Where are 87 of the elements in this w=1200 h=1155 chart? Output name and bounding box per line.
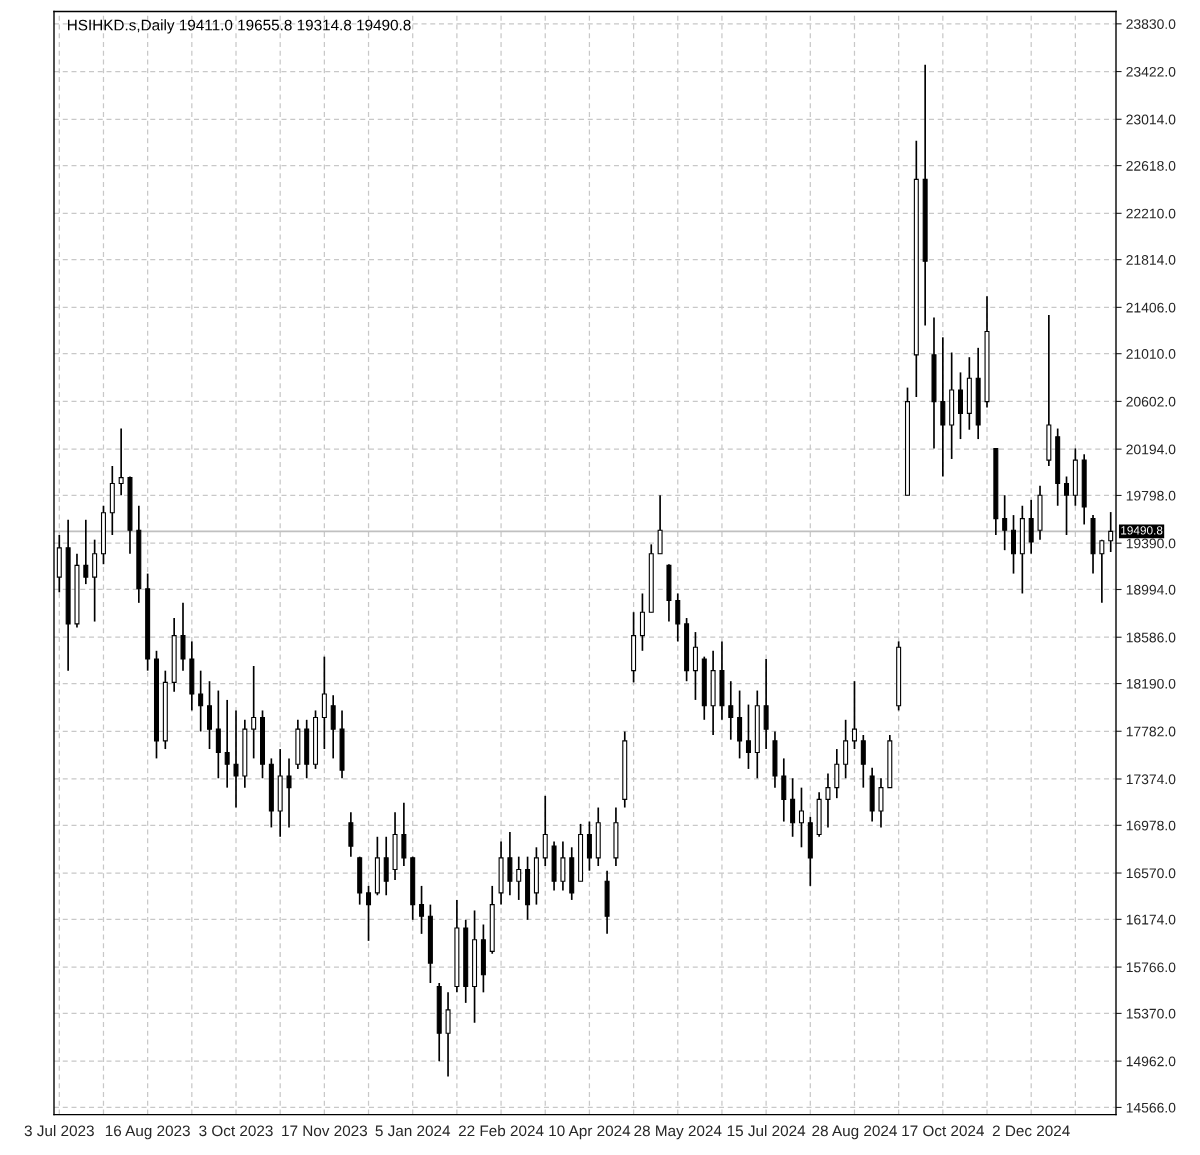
candlestick <box>745 703 751 770</box>
candlestick <box>507 831 513 897</box>
candlestick <box>83 518 89 585</box>
candlestick <box>781 757 787 823</box>
candlestick <box>118 427 124 497</box>
y-tick-label: 20194.0 <box>1126 444 1176 455</box>
candlestick <box>692 631 698 701</box>
candlestick <box>419 885 425 935</box>
y-tick-label: 20602.0 <box>1126 396 1176 407</box>
candlestick <box>843 718 849 780</box>
candlestick <box>560 840 566 892</box>
y-tick-label: 19798.0 <box>1126 490 1176 501</box>
candlestick <box>383 835 389 897</box>
y-tick-label: 16174.0 <box>1126 914 1176 925</box>
candlestick <box>639 592 645 652</box>
y-tick-label: 23014.0 <box>1126 114 1176 125</box>
candlestick <box>251 665 257 760</box>
x-tick-label: 22 Feb 2024 <box>458 1124 544 1137</box>
candlestick <box>1064 475 1070 536</box>
candlestick <box>180 601 186 672</box>
candlestick <box>286 757 292 829</box>
y-tick-label: 16570.0 <box>1126 868 1176 879</box>
candlestick <box>401 802 407 867</box>
candlestick <box>737 689 743 760</box>
candlestick <box>851 680 857 750</box>
x-tick-label: 10 Apr 2024 <box>549 1125 631 1140</box>
x-tick-label: 2 Dec 2024 <box>992 1125 1070 1137</box>
candlestick <box>860 734 866 789</box>
candlestick <box>834 748 840 800</box>
y-tick-label: 23830.0 <box>1126 19 1176 29</box>
candlestick <box>233 709 239 809</box>
candlestick <box>224 699 230 789</box>
x-tick-label: 17 Oct 2024 <box>902 1125 984 1137</box>
y-tick-label: 18190.0 <box>1126 678 1176 689</box>
candlestick <box>675 592 681 643</box>
y-tick-label: 22618.0 <box>1126 160 1176 171</box>
y-tick-label: 21814.0 <box>1126 254 1176 265</box>
x-tick-label: 16 Aug 2023 <box>105 1125 190 1140</box>
candlestick <box>878 777 884 829</box>
candlestick <box>790 777 796 838</box>
candlestick <box>330 694 336 760</box>
ref-line-label: 19490.8 <box>1121 526 1163 535</box>
chart-title: HSIHKD.s,Daily 19411.0 19655.8 19314.8 19490.8 <box>68 19 411 34</box>
candlestick <box>207 680 212 750</box>
y-tick-label: 21010.0 <box>1126 349 1176 359</box>
candlestick <box>516 855 522 901</box>
candlestick <box>1028 499 1034 555</box>
candlestick <box>445 991 451 1078</box>
y-tick-label: 21406.0 <box>1126 302 1176 313</box>
candlestick <box>763 658 769 750</box>
candlestick <box>940 336 946 478</box>
x-tick-label: 3 Jul 2023 <box>24 1124 94 1137</box>
y-tick-label: 16978.0 <box>1126 820 1176 831</box>
candlestick <box>1108 511 1114 553</box>
candlestick <box>657 494 663 555</box>
candlestick <box>825 772 831 829</box>
y-tick-label: 14566.0 <box>1126 1102 1176 1113</box>
candlestick <box>542 794 548 867</box>
candlestick <box>586 820 592 872</box>
y-tick-label: 23422.0 <box>1126 66 1176 77</box>
y-tick-label: 14962.0 <box>1126 1056 1176 1067</box>
y-tick-label: 15766.0 <box>1126 962 1176 973</box>
candlestick <box>1002 494 1008 552</box>
candlestick <box>1099 538 1105 604</box>
x-tick-label: 15 Jul 2024 <box>727 1124 806 1137</box>
candlestick <box>1011 514 1017 575</box>
x-tick-label: 17 Nov 2023 <box>282 1125 368 1137</box>
candlestick <box>728 680 734 741</box>
candlestick <box>215 689 221 780</box>
candlestick <box>798 786 804 849</box>
y-tick-label: 18586.0 <box>1126 632 1176 643</box>
y-tick-label: 17782.0 <box>1126 726 1176 737</box>
candlestick <box>198 669 204 733</box>
candlestick <box>92 538 98 623</box>
candlestick <box>958 371 963 440</box>
y-tick-label: 18994.0 <box>1126 584 1176 595</box>
x-tick-label: 3 Oct 2023 <box>199 1125 273 1137</box>
candlestick <box>366 885 372 942</box>
y-tick-label: 17374.0 <box>1126 774 1176 785</box>
x-tick-label: 28 Aug 2024 <box>812 1125 897 1140</box>
y-tick-label: 15370.0 <box>1126 1008 1176 1019</box>
x-tick-label: 28 May 2024 <box>634 1125 722 1140</box>
candlestick <box>348 811 354 858</box>
y-tick-label: 19390.0 <box>1126 538 1176 549</box>
y-tick-label: 22210.0 <box>1126 208 1176 219</box>
candlestick <box>321 655 327 750</box>
x-tick-label: 5 Jan 2024 <box>375 1125 451 1137</box>
